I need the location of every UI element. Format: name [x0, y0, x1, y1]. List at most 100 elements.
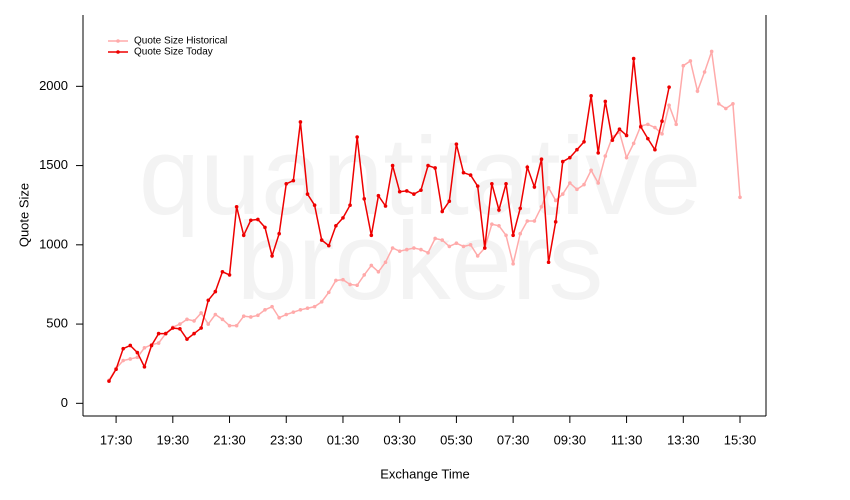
point: [291, 310, 296, 314]
point: [454, 142, 459, 146]
point: [702, 70, 707, 74]
point: [440, 238, 445, 242]
point: [305, 192, 310, 196]
point: [404, 189, 409, 193]
y-tick-label: 1000: [39, 236, 68, 251]
point: [383, 260, 388, 265]
x-tick-label: 17:30: [100, 432, 133, 447]
point: [390, 163, 395, 168]
point: [298, 120, 303, 124]
point: [149, 343, 154, 348]
point: [284, 182, 289, 186]
legend-marker: [116, 39, 120, 43]
point: [617, 127, 622, 131]
point: [603, 99, 608, 104]
point: [355, 135, 359, 139]
point: [596, 151, 601, 155]
point: [390, 246, 395, 250]
x-tick-label: 23:30: [270, 432, 303, 447]
point: [709, 49, 714, 54]
point: [369, 263, 374, 268]
watermark: quantitative: [139, 115, 702, 238]
point: [178, 327, 182, 331]
x-tick-label: 13:30: [667, 432, 700, 447]
point: [482, 246, 487, 250]
point: [348, 282, 352, 287]
x-tick-label: 07:30: [497, 432, 530, 447]
point: [539, 204, 544, 209]
point: [575, 147, 579, 152]
point: [546, 185, 551, 190]
point: [504, 233, 508, 238]
point: [553, 198, 558, 203]
point: [220, 269, 225, 274]
point: [142, 365, 147, 369]
point: [518, 231, 523, 236]
point: [660, 119, 664, 123]
point: [206, 298, 211, 303]
point: [426, 163, 430, 168]
point: [653, 125, 657, 130]
point: [341, 216, 345, 220]
point: [213, 312, 218, 317]
point: [227, 273, 232, 277]
x-tick-label: 05:30: [440, 432, 473, 447]
point: [518, 206, 523, 211]
point: [582, 139, 586, 144]
point: [277, 231, 281, 236]
point: [348, 203, 352, 207]
point: [369, 233, 374, 238]
point: [341, 277, 345, 282]
point: [504, 182, 508, 186]
point: [249, 315, 253, 319]
point: [319, 300, 324, 304]
x-tick-label: 21:30: [213, 432, 246, 447]
point: [681, 63, 686, 68]
point: [674, 122, 678, 127]
point: [624, 155, 629, 160]
point: [461, 244, 466, 249]
point: [532, 185, 537, 189]
point: [738, 195, 742, 200]
x-tick-label: 09:30: [554, 432, 587, 447]
point: [631, 56, 636, 61]
point: [319, 238, 324, 242]
point: [199, 311, 203, 315]
point: [596, 181, 601, 185]
point: [447, 244, 452, 249]
point: [128, 343, 133, 348]
point: [568, 181, 572, 185]
point: [163, 331, 168, 336]
point: [582, 182, 586, 187]
point: [284, 312, 289, 317]
point: [355, 283, 359, 288]
point: [525, 165, 530, 169]
y-tick-label: 1500: [39, 157, 68, 172]
x-tick-label: 11:30: [611, 432, 643, 447]
legend-label: Quote Size Today: [134, 47, 213, 58]
point: [589, 94, 593, 98]
point: [610, 138, 615, 143]
point: [716, 101, 721, 106]
point: [426, 250, 430, 255]
series-line: [108, 51, 741, 381]
point: [397, 249, 402, 253]
point: [298, 308, 303, 312]
point: [589, 168, 593, 173]
point: [156, 341, 161, 345]
point: [433, 236, 437, 241]
point: [171, 326, 175, 330]
y-tick-label: 2000: [39, 78, 68, 93]
point: [539, 157, 544, 162]
point: [412, 192, 416, 196]
point: [376, 269, 381, 274]
point: [695, 89, 700, 93]
point: [560, 192, 565, 196]
point: [383, 204, 388, 208]
point: [511, 233, 515, 238]
point: [107, 379, 111, 383]
point: [213, 289, 218, 294]
point: [447, 199, 452, 204]
point: [638, 124, 643, 129]
